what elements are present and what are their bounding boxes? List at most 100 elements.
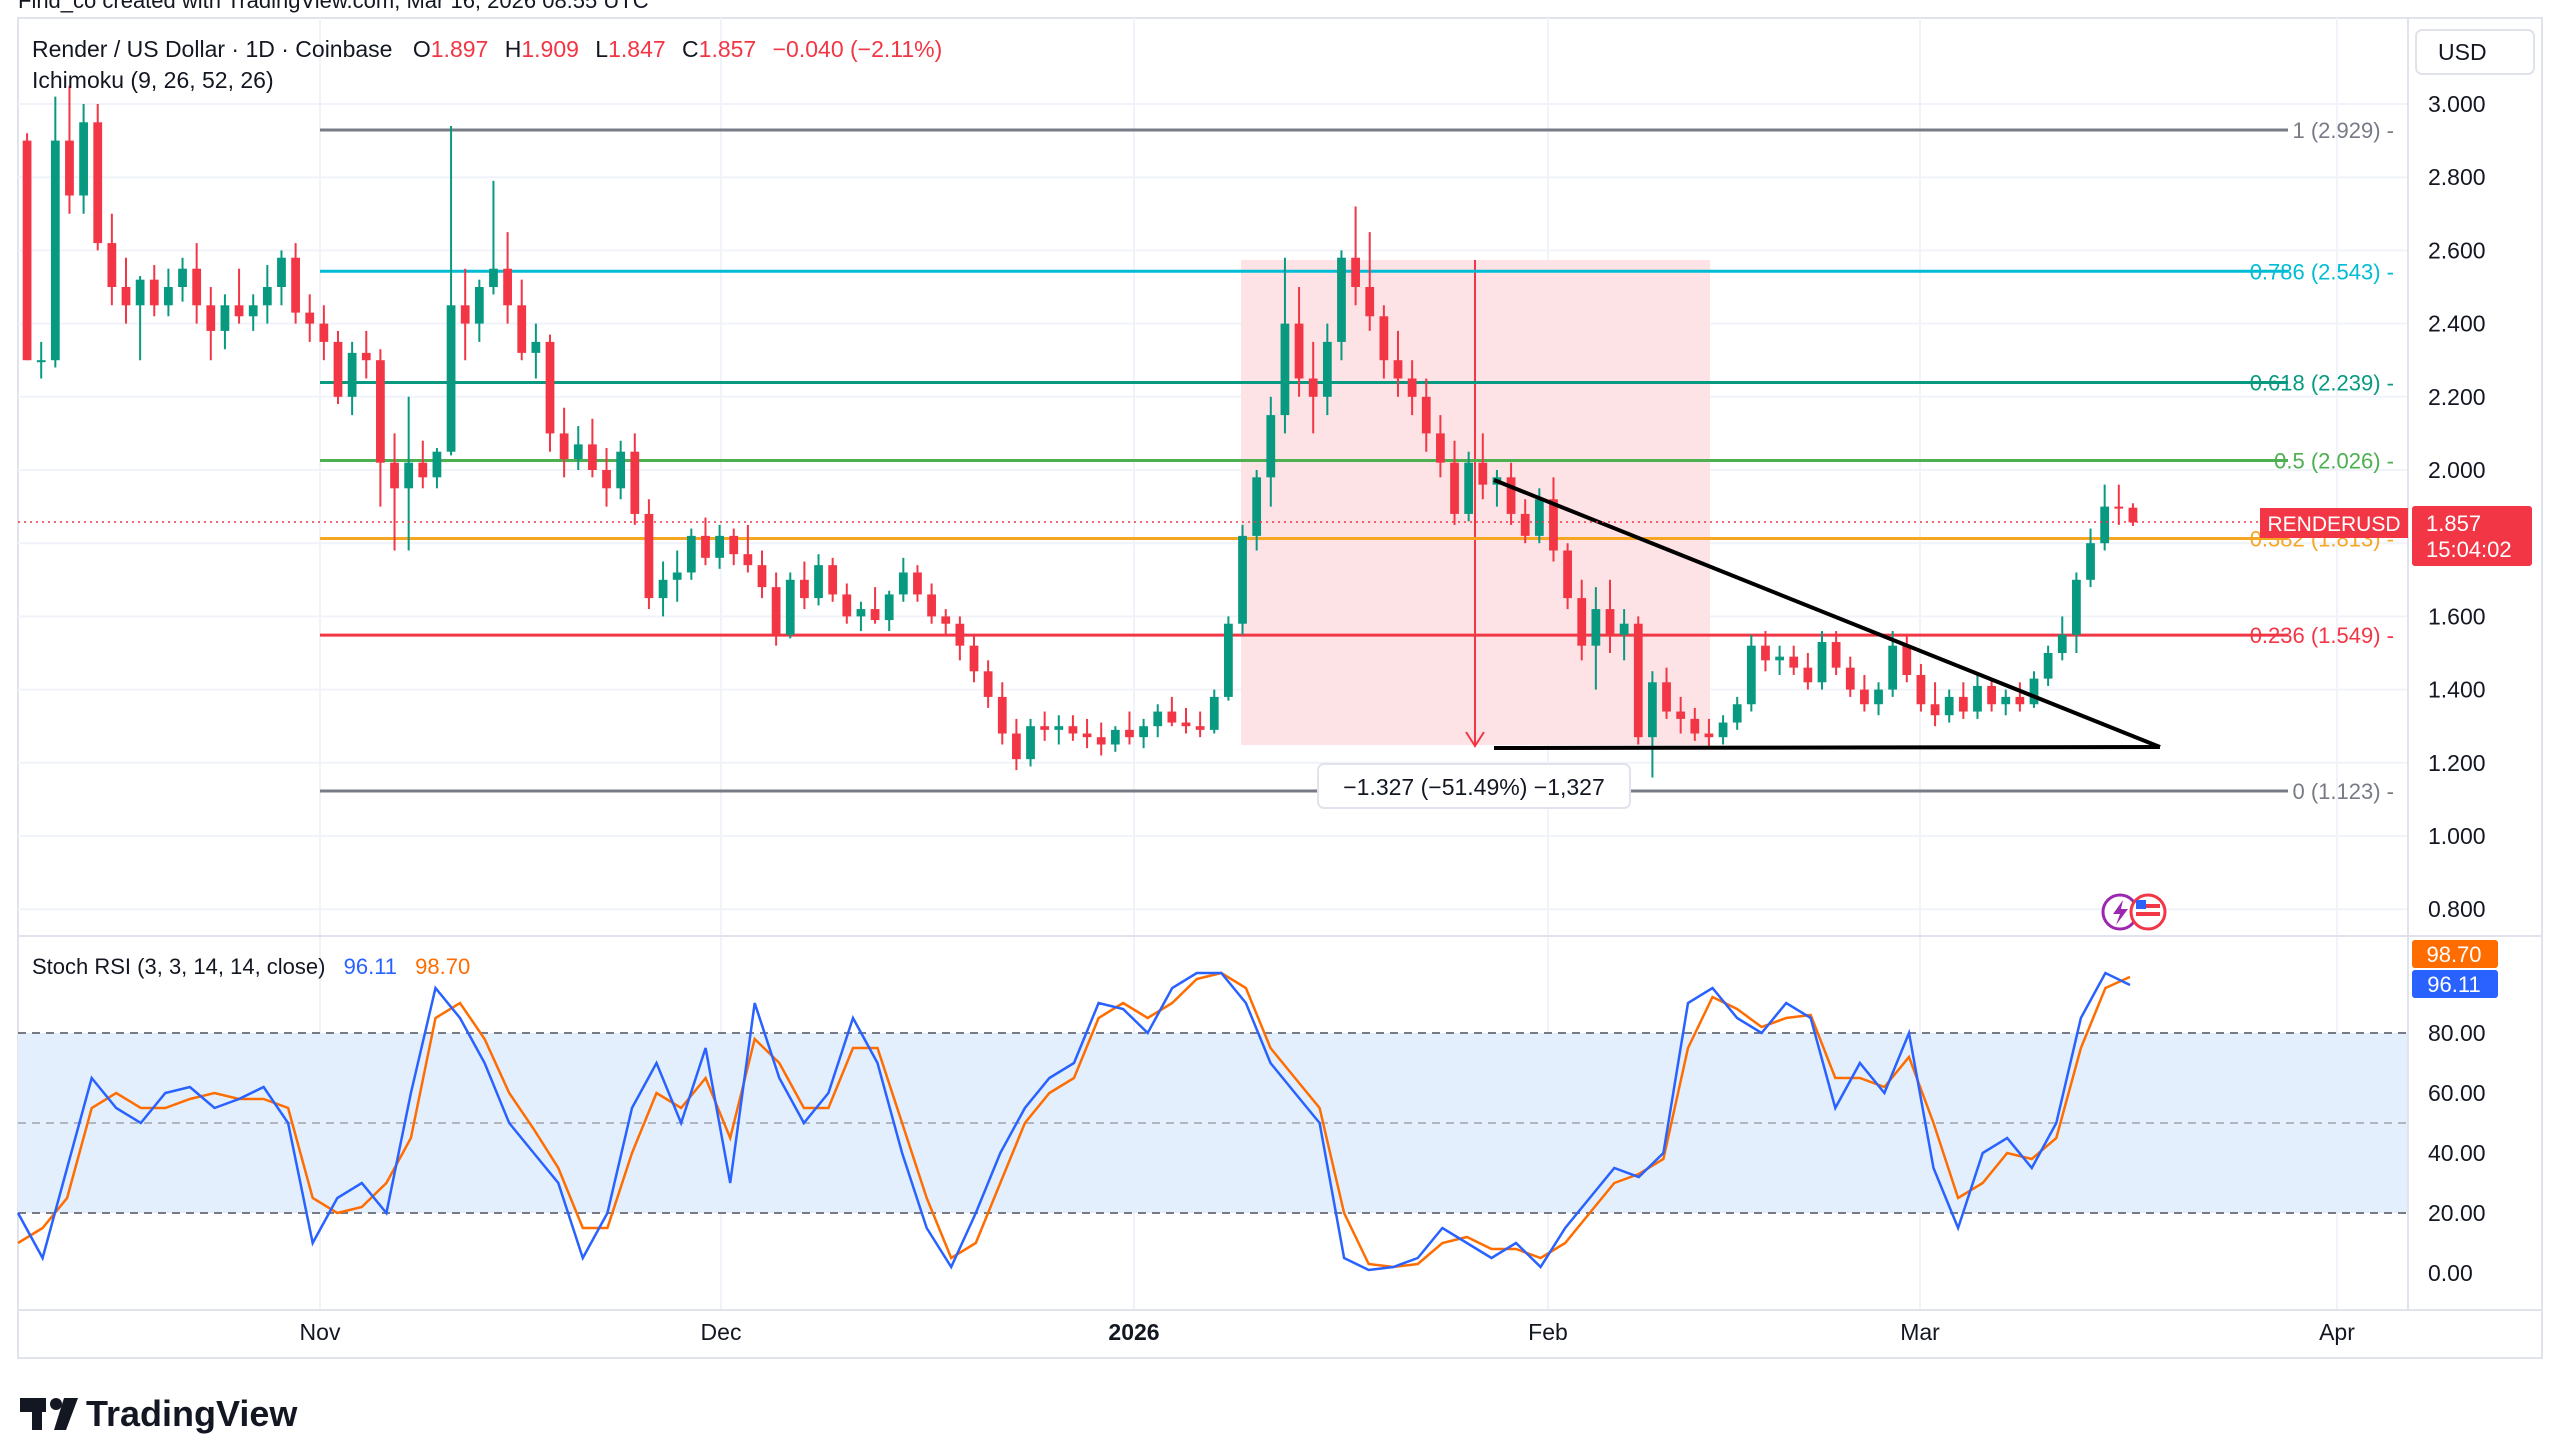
candle-body	[361, 352, 371, 361]
candle-body	[277, 257, 286, 287]
candle-body	[474, 287, 484, 324]
candle-body	[1195, 726, 1205, 730]
candle-body	[1902, 645, 1912, 675]
open-value: 1.897	[431, 36, 489, 62]
triangle-upper-trendline[interactable]	[1493, 478, 2161, 749]
stoch-k-badge	[2412, 970, 2498, 998]
candle-body	[36, 360, 46, 363]
low-value: 1.847	[608, 36, 666, 62]
ichimoku-legend[interactable]: Ichimoku (9, 26, 52, 26)	[32, 67, 274, 93]
symbol-title: Render / US Dollar · 1D · Coinbase	[32, 36, 392, 62]
candle-body	[1252, 477, 1262, 536]
candle-body	[927, 594, 936, 617]
candle-body	[234, 305, 244, 317]
candle-body	[616, 451, 626, 489]
candle-body	[1294, 323, 1304, 379]
candle-body	[404, 462, 414, 489]
candle-body	[65, 140, 74, 196]
time-label: Dec	[701, 1319, 742, 1345]
time-label: Mar	[1900, 1319, 1940, 1345]
time-axis-labels[interactable]: Nov Dec 2026 Feb Mar Apr	[300, 1319, 2356, 1345]
price-tick-label: 3.000	[2428, 91, 2486, 117]
us-flag-icon-stripes	[2136, 904, 2160, 908]
measure-label: −1.327 (−51.49%) −1,327	[1343, 774, 1605, 800]
stoch-k-line	[16, 971, 2131, 1272]
open-label: O	[413, 36, 431, 62]
triangle-base-line[interactable]	[1493, 745, 2161, 750]
candle-body	[2100, 506, 2110, 544]
candle-body	[983, 671, 993, 697]
candle-body	[771, 587, 781, 635]
price-tick-label: 1.400	[2428, 677, 2486, 703]
candle-body	[672, 572, 682, 580]
candle-body	[418, 462, 428, 478]
candle-body	[107, 243, 117, 287]
currency-label: USD	[2438, 39, 2487, 65]
candle-body	[941, 616, 951, 624]
current-symbol-badge	[2260, 508, 2408, 538]
stoch-k-badge-value: 96.11	[2427, 972, 2480, 997]
stoch-axis-ticks[interactable]: 80.00 60.00 40.00 20.00 0.00	[2428, 1020, 2486, 1286]
candle-body	[1464, 462, 1474, 514]
candle-body	[2043, 653, 2053, 679]
candle-body	[333, 341, 343, 397]
candle-body	[1379, 316, 1389, 361]
candle-body	[1789, 656, 1799, 668]
candle-body	[1421, 396, 1431, 434]
candle-body	[1308, 378, 1318, 397]
candle-body	[1506, 477, 1516, 514]
candle-body	[1125, 729, 1134, 738]
symbol-legend[interactable]: Render / US Dollar · 1D · Coinbase O1.89…	[32, 36, 942, 62]
candle-body	[1238, 535, 1247, 624]
candle-body	[2114, 506, 2124, 509]
fib-level-label: 0.786 (2.543) -	[2250, 259, 2394, 284]
candle-body	[1139, 726, 1148, 738]
candle-body	[630, 451, 640, 514]
candle-body	[135, 279, 145, 306]
candle-body	[1563, 550, 1572, 599]
price-tick-label: 2.800	[2428, 164, 2486, 190]
stoch-legend[interactable]: Stoch RSI (3, 3, 14, 14, close) 96.11 98…	[32, 954, 470, 979]
candle-body	[1450, 462, 1459, 514]
high-label: H	[505, 36, 522, 62]
creator-note: Find_co created with TradingView.com, Ma…	[18, 0, 649, 13]
tradingview-logo-text: TradingView	[86, 1393, 298, 1434]
candle-body	[969, 645, 979, 672]
candle-body	[206, 305, 216, 331]
candle-body	[800, 579, 809, 599]
candle-body	[446, 305, 456, 452]
candle-body	[545, 341, 555, 434]
candle-body	[2057, 634, 2067, 653]
fib-level-label: 1 (2.929) -	[2293, 118, 2395, 143]
price-tick-label: 1.200	[2428, 750, 2486, 776]
candle-body	[913, 572, 922, 595]
candle-body	[1436, 433, 1445, 463]
current-price-badge[interactable]	[2412, 506, 2532, 566]
currency-box[interactable]	[2415, 29, 2535, 75]
candle-body	[1803, 667, 1813, 683]
candle-body	[1761, 645, 1770, 661]
tradingview-logo[interactable]: TradingView	[20, 1393, 298, 1434]
change-value: −0.040 (−2.11%)	[773, 36, 943, 62]
bar-countdown: 15:04:02	[2426, 537, 2512, 562]
candle-body	[1040, 726, 1050, 730]
candle-body	[842, 594, 852, 617]
candle-body	[1026, 726, 1035, 760]
candle-body	[93, 122, 103, 244]
candle-body	[1831, 642, 1841, 668]
candle-body	[2072, 579, 2081, 635]
candle-body	[1096, 737, 1106, 745]
candle-body	[1732, 704, 1742, 723]
candle-body	[2015, 696, 2025, 705]
candle-body	[1153, 711, 1163, 727]
candle-body	[319, 323, 329, 342]
candle-body	[2128, 507, 2138, 523]
candle-body	[2086, 543, 2095, 580]
candle-body	[1958, 696, 1968, 712]
candle-body	[1393, 360, 1403, 379]
candle-body	[644, 513, 654, 599]
candle-body	[898, 572, 908, 595]
time-label: Apr	[2319, 1319, 2355, 1345]
price-tick-label: 2.600	[2428, 237, 2486, 263]
